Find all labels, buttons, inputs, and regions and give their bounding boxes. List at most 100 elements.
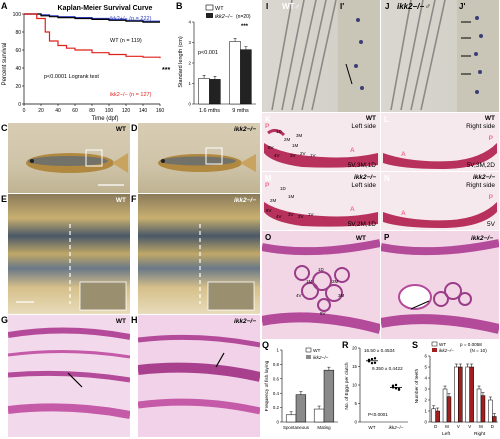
tooth-k-4: 5V <box>268 145 274 150</box>
fin-tag-mut: ikk2−/−♂ <box>397 2 431 11</box>
tooth-k-3: 1M <box>292 143 299 148</box>
tooth-m-1: 1M <box>288 194 295 199</box>
jaw-n: N ikk2−/− Right side P A 5V <box>381 172 499 230</box>
fish-tag-mut: ikk2−/− <box>233 126 256 133</box>
fin-label-i: I <box>266 2 269 11</box>
km-series-line-0 <box>24 13 160 22</box>
panel-label-h: H <box>131 315 138 325</box>
scale-tag-mut: ikk2−/− <box>233 197 256 204</box>
egg-point-0-4 <box>370 361 374 365</box>
eggs-val-wt: 16.50 ± 0.4534 <box>364 348 395 353</box>
egg-point-0-2 <box>373 361 377 364</box>
fin-label-j2: J' <box>459 2 466 11</box>
ytick-label: 0.6 <box>273 376 280 381</box>
tooth-k-6: 3V <box>290 153 296 158</box>
km-axes: 0 20 40 60 80 100 0 20 40 60 80 100 120 140 160 <box>13 12 165 114</box>
jaw-label-l: L <box>384 115 389 124</box>
tooth-k-2: 3M <box>296 133 303 138</box>
eggs-ylabel: No. of Eggs per clutch <box>344 362 350 410</box>
histology-tag-wt: WT <box>115 318 126 325</box>
length-p: p<0.001 <box>198 50 218 56</box>
teeth-group-right: Right <box>474 431 486 437</box>
ytick-label: 3 <box>425 387 428 392</box>
section-mut: P ikk2−/− <box>381 231 499 339</box>
tooth-m-5: 3V <box>288 212 294 217</box>
bar-ikk2-1 <box>446 396 452 423</box>
jaw-a-n: A <box>401 210 406 217</box>
bar-ikk2-1 <box>323 369 335 423</box>
ytick-label: 1 <box>425 409 428 414</box>
ytick-label: 2 <box>189 61 192 66</box>
tooth-m-7: 1V <box>308 212 314 217</box>
jaw-tag-n: ikk2−/− <box>472 174 495 181</box>
ytick-label: 5 <box>425 365 428 370</box>
section-tag-wt: WT <box>355 235 366 242</box>
tooth-m-4: 4V <box>276 214 282 219</box>
ytick-label: 0 <box>425 420 428 425</box>
ytick-label: 1 <box>277 348 280 353</box>
bar-ikk2-5 <box>492 416 497 423</box>
jaw-a-m: A <box>350 206 355 213</box>
teeth-legend-wt: WT <box>439 342 446 347</box>
jaw-l: L WT Right side P A 5V,3M,2D <box>381 113 499 171</box>
km-sig: *** <box>162 67 170 74</box>
jaw-formula-k: 5V,3M,1D <box>347 162 376 169</box>
jaw-p-m: P <box>265 182 270 189</box>
bar-ikk2-3 <box>469 366 474 423</box>
bar-WT-2 <box>454 366 459 423</box>
scale-tag-wt: WT <box>115 197 126 204</box>
fin-label-i2: I' <box>340 2 345 11</box>
tooth-k-0: 1D <box>276 129 283 134</box>
bar-ikk2-4 <box>480 395 486 423</box>
egg-point-0-5 <box>373 357 377 360</box>
tooth-m-0: 1D <box>280 186 287 191</box>
bar-WT-3 <box>465 366 470 423</box>
km-legend-mut: ikk2−/− (n = 127) <box>110 92 152 98</box>
km-ytick-label: 20 <box>15 84 21 90</box>
category-label: ikk2−/− <box>389 425 404 430</box>
tooth-k-1: 2M <box>284 137 291 142</box>
histology-mut: ikk2−/− <box>138 315 260 437</box>
bar-WT-1 <box>313 408 325 423</box>
teeth-bar-chart: Number of teeth 0 1 2 3 4 5 6 D M V V M D WT ikk2−/−… <box>414 341 498 437</box>
panel-label-g: G <box>1 315 9 325</box>
category-label: 9 mths <box>232 108 249 114</box>
jaw-p-k: P <box>265 123 270 130</box>
panel-label-b: B <box>176 1 183 11</box>
category-label: V <box>457 424 460 429</box>
category-label: M <box>479 424 483 429</box>
category-label: Mating <box>317 425 331 430</box>
km-xtick-label: 40 <box>55 108 61 114</box>
km-stat: p<0.0001 Logrank test <box>44 74 99 80</box>
tooth-o-4: 4V <box>296 293 302 298</box>
category-label: V <box>468 424 471 429</box>
jaw-p-n: P <box>488 194 493 201</box>
bar-WT-5 <box>488 399 493 423</box>
jaw-k: 1D 2M 3M 1M 5V 4V 3V 2V 1V K WT Left sid… <box>262 113 380 171</box>
km-ylabel: Percent survival <box>2 43 8 86</box>
km-xtick-label: 0 <box>23 108 26 114</box>
category-label: M <box>445 424 449 429</box>
histology-tag-mut: ikk2−/− <box>233 318 256 325</box>
jaw-side-l: Right side <box>466 123 495 130</box>
ytick-label: 0.8 <box>273 362 280 367</box>
tooth-m-2: 2M <box>270 198 277 203</box>
category-label: D <box>491 424 494 429</box>
teeth-ylabel: Number of teeth <box>414 368 420 403</box>
ytick-label: 0.2 <box>273 405 280 410</box>
section-tag-mut: ikk2−/− <box>470 235 493 242</box>
tooth-o-2: 2M <box>332 279 339 284</box>
ytick-label: 4 <box>189 20 192 25</box>
jaw-m: 1D 1M 2M 5V 4V 3V 2V 1V M ikk2−/− Left s… <box>262 172 380 230</box>
tooth-o-0: 1D <box>318 267 325 272</box>
length-legend-mut: ikk2−/− <box>215 14 234 20</box>
bar-WT-1 <box>229 41 241 105</box>
km-ytick-label: 60 <box>15 48 21 54</box>
tooth-k-7: 2V <box>300 151 306 156</box>
fin-label-j: J <box>385 2 390 11</box>
panel-label-d: D <box>131 123 138 133</box>
km-xtick-label: 100 <box>105 108 114 114</box>
km-xtick-label: 140 <box>139 108 148 114</box>
tooth-o-1: 1M <box>306 279 313 284</box>
ytick-label: 0 <box>189 102 192 107</box>
